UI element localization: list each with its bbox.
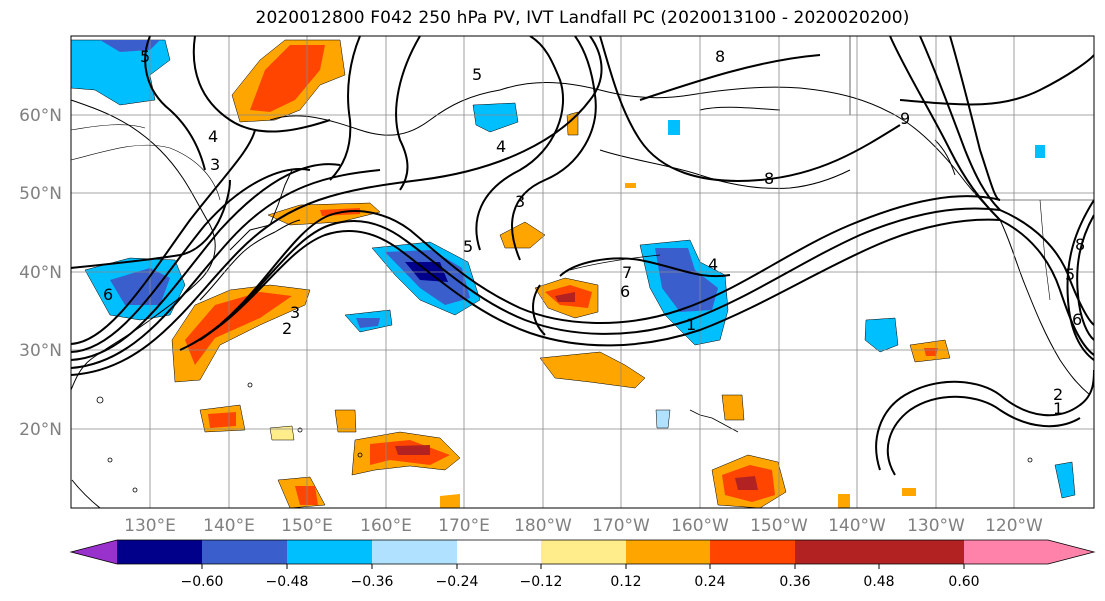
colorbar-segment	[710, 540, 795, 564]
lon-label: 140°E	[203, 516, 255, 536]
pv-label: 1	[1053, 399, 1063, 418]
pv-contour-labels: 5 4 3 5 3 7 6 4 1 2 3 4 6 8 8 9 2 1 5 6 …	[103, 47, 1085, 418]
coastlines	[71, 82, 1091, 508]
lat-label: 60°N	[19, 106, 62, 126]
pv-label: 5	[140, 47, 150, 66]
colorbar-segment	[287, 540, 372, 564]
lon-label: 170°W	[592, 516, 650, 536]
pv-label: 2	[1053, 385, 1063, 404]
pv-label: 3	[210, 155, 220, 174]
colorbar-tick-label: 0.12	[610, 574, 641, 590]
colorbar-extend-min	[71, 540, 117, 564]
lon-label: 120°W	[985, 516, 1043, 536]
pv-label: 6	[1072, 310, 1082, 329]
pv-label: 8	[764, 169, 774, 188]
map-frame	[70, 35, 1095, 509]
lon-label: 150°W	[750, 516, 808, 536]
pv-label: 5	[1065, 265, 1075, 284]
pv-label: 7	[622, 263, 632, 282]
lon-label: 150°E	[281, 516, 333, 536]
lat-label: 50°N	[19, 184, 62, 204]
lat-label: 40°N	[19, 263, 62, 283]
pv-label: 8	[1075, 235, 1085, 254]
pv-label: 8	[715, 47, 725, 66]
colorbar-segment	[795, 540, 879, 564]
colorbar-tick-label: 0.24	[694, 574, 725, 590]
lon-label: 130°W	[907, 516, 965, 536]
colorbar-tick-label: 0.36	[779, 574, 810, 590]
pv-label: 4	[208, 127, 218, 146]
colorbar-tick-label: −0.36	[351, 574, 394, 590]
latitude-axis: 60°N 50°N 40°N 30°N 20°N	[19, 106, 62, 440]
pv-label: 3	[290, 303, 300, 322]
ivt-contours	[71, 124, 221, 201]
colorbar-segment	[117, 540, 202, 564]
colorbar-tick-label: −0.24	[436, 574, 479, 590]
colorbar-tick-label: 0.60	[948, 574, 979, 590]
longitude-axis: 130°E 140°E 150°E 160°E 170°E 180°W 170°…	[124, 516, 1043, 536]
pv-contours	[71, 36, 1094, 476]
colorbar-extend-max	[964, 540, 1094, 564]
pv-label: 1	[686, 315, 696, 334]
pv-label: 5	[472, 65, 482, 84]
lon-label: 140°W	[828, 516, 886, 536]
colorbar-segment	[457, 540, 541, 564]
colorbar-segment	[372, 540, 457, 564]
positive-anomaly-shading	[171, 39, 951, 508]
colorbar-tick-label: −0.12	[520, 574, 563, 590]
pv-label: 6	[620, 282, 630, 301]
colorbar-segment	[626, 540, 710, 564]
lat-label: 30°N	[19, 341, 62, 361]
graticule	[71, 36, 1094, 508]
island-chains	[96, 254, 1033, 493]
lon-label: 160°E	[360, 516, 412, 536]
pv-label: 5	[463, 237, 473, 256]
colorbar-tick-label: 0.48	[863, 574, 894, 590]
colorbar-tick-label: −0.60	[181, 574, 224, 590]
pv-label: 3	[515, 192, 525, 211]
lat-label: 20°N	[19, 420, 62, 440]
colorbar-tick-label: −0.48	[266, 574, 309, 590]
pv-label: 9	[900, 109, 910, 128]
lon-label: 180°W	[514, 516, 572, 536]
pv-label: 4	[708, 255, 718, 274]
pv-label: 6	[103, 285, 113, 304]
map-title: 2020012800 F042 250 hPa PV, IVT Landfall…	[255, 8, 910, 28]
colorbar-segment	[202, 540, 287, 564]
colorbar-segment	[879, 540, 964, 564]
lon-label: 130°E	[124, 516, 176, 536]
pv-label: 4	[496, 137, 506, 156]
lon-label: 170°E	[438, 516, 490, 536]
colorbar-segment	[541, 540, 626, 564]
colorbar: −0.60 −0.48 −0.36 −0.24 −0.12 0.12 0.24 …	[69, 539, 1096, 590]
pv-label: 2	[282, 319, 292, 338]
lon-label: 160°W	[671, 516, 729, 536]
